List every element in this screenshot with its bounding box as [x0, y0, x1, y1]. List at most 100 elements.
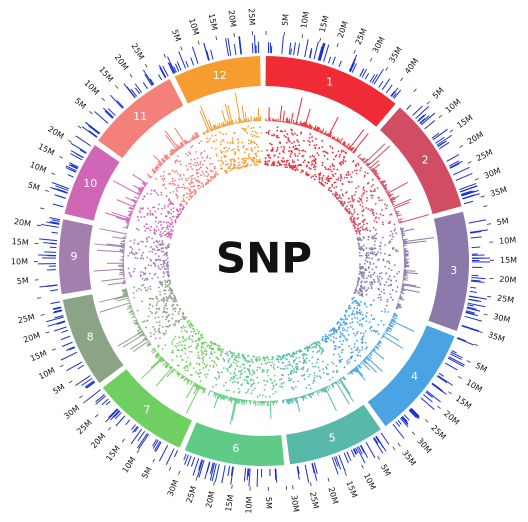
histogram-bar: [325, 386, 327, 388]
scatter-point: [342, 194, 345, 197]
marker-line: [85, 381, 95, 389]
scatter-point: [332, 327, 335, 330]
scatter-point: [205, 376, 208, 379]
scatter-point: [345, 339, 348, 342]
scatter-point: [291, 353, 294, 356]
scatter-point: [170, 212, 173, 215]
scatter-point: [157, 316, 160, 319]
scatter-point: [277, 161, 279, 164]
axis-tick: [392, 446, 396, 451]
scatter-point: [291, 369, 293, 372]
scatter-point: [157, 276, 159, 279]
marker-line: [375, 435, 387, 452]
axis-tick: [310, 482, 312, 487]
scatter-point: [293, 351, 295, 354]
scatter-point: [329, 335, 332, 337]
tick-label: 10M: [244, 496, 254, 514]
histogram-bar: [226, 396, 229, 400]
scatter-point: [260, 131, 263, 134]
histogram-bar: [162, 158, 166, 162]
scatter-point: [172, 298, 175, 301]
scatter-point: [359, 222, 361, 225]
tick-label: 10M: [444, 97, 463, 115]
scatter-point: [296, 155, 299, 157]
scatter-point: [238, 149, 240, 152]
scatter-point: [359, 169, 361, 172]
scatter-point: [178, 310, 181, 313]
scatter-point: [356, 229, 359, 232]
scatter-point: [214, 361, 216, 364]
scatter-point: [338, 196, 341, 198]
tick-label: 20M: [46, 124, 65, 141]
marker-line: [134, 87, 141, 95]
scatter-point: [170, 223, 173, 226]
scatter-point: [375, 232, 378, 235]
scatter-point: [333, 330, 335, 333]
scatter-point: [142, 273, 145, 276]
marker-line: [77, 364, 85, 370]
scatter-point: [369, 263, 372, 265]
scatter-point: [190, 323, 193, 326]
scatter-point: [302, 366, 305, 369]
scatter-point: [214, 171, 217, 173]
axis-tick: [397, 442, 401, 447]
scatter-point: [338, 162, 341, 165]
scatter-point: [394, 228, 396, 231]
scatter-point: [201, 351, 203, 354]
scatter-point: [285, 358, 288, 361]
scatter-point: [259, 358, 262, 360]
histogram-bar: [388, 324, 394, 328]
scatter-point: [334, 172, 337, 175]
marker-line: [304, 464, 310, 483]
histogram-bar: [185, 377, 188, 381]
scatter-point: [220, 348, 223, 351]
scatter-point: [376, 275, 379, 278]
scatter-point: [230, 377, 233, 379]
scatter-point: [337, 346, 340, 349]
scatter-point: [157, 208, 160, 210]
histogram-bar: [194, 136, 197, 139]
marker-line: [132, 425, 138, 433]
scatter-point: [176, 155, 179, 158]
scatter-point: [357, 162, 360, 165]
scatter-point: [345, 205, 348, 208]
tick-label: 20M: [13, 217, 31, 229]
scatter-point: [273, 374, 276, 377]
histogram-bar: [369, 168, 372, 170]
histogram-bar: [132, 184, 144, 192]
scatter-point: [205, 350, 208, 353]
scatter-point: [197, 164, 200, 166]
scatter-point: [351, 194, 354, 197]
histogram-bar: [196, 132, 200, 138]
scatter-point: [177, 312, 180, 315]
marker-line: [349, 58, 357, 72]
scatter-point: [328, 334, 330, 336]
scatter-point: [347, 174, 350, 176]
marker-line: [86, 389, 101, 402]
scatter-point: [172, 225, 174, 228]
scatter-point: [372, 237, 375, 240]
scatter-point: [324, 335, 327, 338]
scatter-point: [153, 328, 156, 331]
scatter-point: [248, 369, 250, 372]
scatter-point: [327, 180, 330, 182]
scatter-point: [217, 358, 220, 361]
scatter-point: [284, 130, 286, 132]
scatter-point: [205, 141, 208, 143]
scatter-point: [185, 179, 188, 182]
scatter-point: [305, 346, 308, 349]
axis-tick: [413, 88, 417, 93]
scatter-point: [340, 318, 343, 321]
scatter-point: [266, 149, 269, 152]
scatter-point: [181, 178, 183, 180]
histogram-bar: [177, 373, 181, 377]
scatter-point: [257, 135, 260, 138]
scatter-point: [199, 163, 202, 165]
scatter-point: [358, 200, 360, 203]
scatter-point: [198, 142, 200, 145]
histogram-bar: [241, 399, 244, 406]
scatter-point: [369, 248, 372, 251]
scatter-point: [286, 159, 288, 162]
scatter-point: [256, 163, 258, 166]
scatter-point: [180, 326, 182, 329]
